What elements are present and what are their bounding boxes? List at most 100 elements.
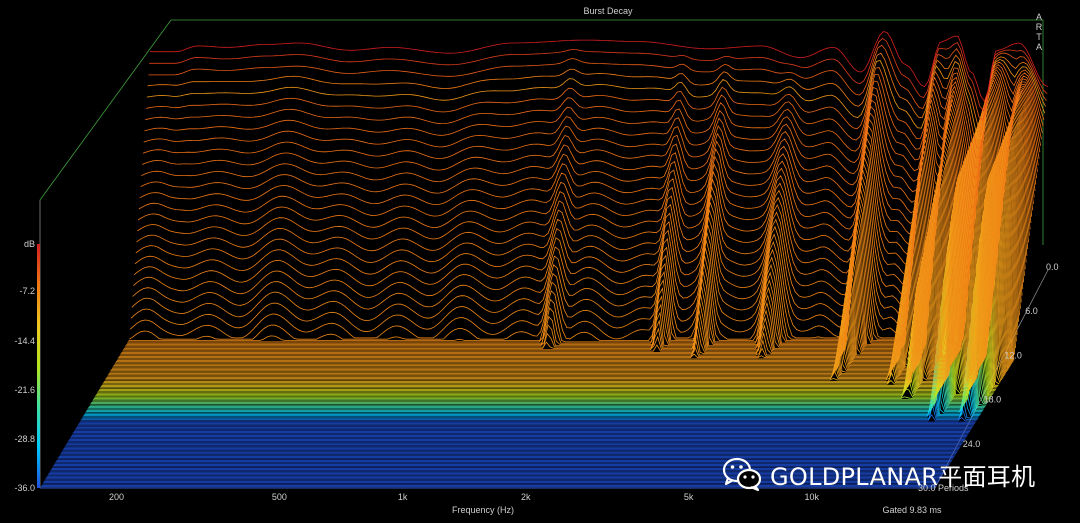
z-colorbar (37, 244, 40, 488)
decay-slice (125, 125, 1024, 347)
decay-slice (141, 74, 1041, 200)
decay-slice (122, 133, 1020, 352)
decay-slice (142, 71, 1042, 189)
decay-slice (120, 137, 1019, 355)
decay-slice (141, 76, 1040, 210)
brand-text: GOLDPLANAR平面耳机 (770, 462, 1036, 491)
decay-slice (107, 173, 1005, 377)
x-tick-label: 10k (805, 492, 820, 502)
decay-slice (135, 94, 1034, 279)
decay-slice (108, 169, 1007, 374)
decay-slice (129, 113, 1028, 340)
decay-slice (111, 163, 1009, 370)
decay-slice (131, 107, 1030, 329)
decay-slice (85, 362, 982, 414)
x-tick-label: 200 (109, 492, 124, 502)
decay-slice (145, 61, 1045, 149)
watermark: GOLDPLANAR平面耳机 (722, 452, 1035, 496)
decay-slice (137, 86, 1037, 251)
decay-slice (89, 313, 987, 406)
decay-slice (118, 144, 1016, 359)
z-tick-label: -21.6 (14, 385, 35, 395)
periods-tick-label: 18.0 (984, 395, 1002, 405)
decay-slice (150, 31, 1049, 103)
decay-slice (133, 99, 1033, 299)
x-tick-label: 5k (684, 492, 694, 502)
decay-slice (148, 44, 1047, 122)
periods-tick-label: 0.0 (1046, 262, 1059, 272)
wechat-icon (722, 457, 762, 492)
decay-slice (104, 190, 1002, 382)
x-tick-label: 2k (521, 492, 531, 502)
decay-slice (80, 414, 977, 422)
decay-slice (134, 97, 1033, 289)
decay-slice (105, 179, 1003, 380)
decay-slice (138, 84, 1037, 241)
decay-slice (82, 388, 979, 418)
decay-slice (108, 171, 1006, 376)
chart-title: Burst Decay (583, 6, 633, 16)
decay-slice (116, 150, 1014, 363)
decay-slice (136, 92, 1035, 270)
decay-slice (83, 379, 980, 417)
decay-slice (119, 142, 1017, 357)
decay-slice (93, 283, 990, 401)
z-tick-label: -28.8 (14, 434, 35, 444)
z-tick-label: -14.4 (14, 336, 35, 346)
decay-slice (112, 161, 1010, 369)
decay-slice (126, 123, 1024, 345)
decay-slice (140, 79, 1039, 220)
periods-tick-label: 30.0 Periods (918, 483, 969, 493)
gate-label: Gated 9.83 ms (882, 505, 942, 515)
decay-slice (143, 69, 1042, 179)
decay-slice (121, 135, 1020, 353)
decay-slice (97, 247, 994, 394)
decay-slice (89, 321, 986, 407)
decay-slice (100, 214, 998, 388)
decay-slice (117, 146, 1016, 360)
decay-slice (98, 234, 996, 392)
decay-slice (149, 37, 1048, 112)
chart-labels: Burst Decay Frequency (Hz) Gated 9.83 ms (452, 6, 942, 515)
decay-slice (146, 58, 1046, 140)
decay-slice (123, 131, 1021, 351)
x-tick-label: 1k (398, 492, 408, 502)
x-axis-label: Frequency (Hz) (452, 505, 514, 515)
decay-slice (127, 117, 1026, 343)
periods-tick-label: 24.0 (963, 439, 981, 449)
decay-slice (81, 396, 979, 419)
colorbar (37, 244, 40, 488)
decay-slice (137, 89, 1036, 261)
periods-ticks: 0.0 6.0 12.0 18.0 24.0 30.0 Periods (918, 262, 1059, 493)
decay-slice (115, 152, 1013, 364)
decay-slice (92, 290, 989, 402)
decay-slice (144, 66, 1043, 169)
decay-slice (88, 329, 985, 409)
decay-slice (147, 52, 1046, 131)
decay-slice (93, 275, 991, 399)
decay-slice (99, 227, 996, 390)
periods-tick-label: 12.0 (1004, 350, 1022, 360)
decay-slice (129, 111, 1029, 340)
decay-slice (133, 102, 1032, 309)
x-tick-label: 500 (272, 492, 287, 502)
decay-slice (97, 240, 995, 393)
decay-slice (90, 305, 987, 405)
decay-slice (116, 148, 1015, 361)
decay-slice (119, 140, 1018, 356)
decay-slice (103, 196, 1001, 384)
decay-slice (128, 115, 1027, 341)
z-tick-label: dB (24, 239, 35, 249)
decay-slice (127, 119, 1025, 344)
decay-slice (106, 175, 1004, 378)
decay-slice (101, 208, 999, 386)
decay-slice (95, 261, 992, 397)
decay-slice (113, 156, 1011, 367)
x-ticks: 200 500 1k 2k 5k 10k (109, 492, 820, 502)
decay-slice (109, 167, 1007, 373)
decay-slice (112, 158, 1011, 369)
decay-slice (124, 127, 1023, 348)
decay-slice (100, 221, 997, 389)
decay-slice (130, 109, 1029, 338)
